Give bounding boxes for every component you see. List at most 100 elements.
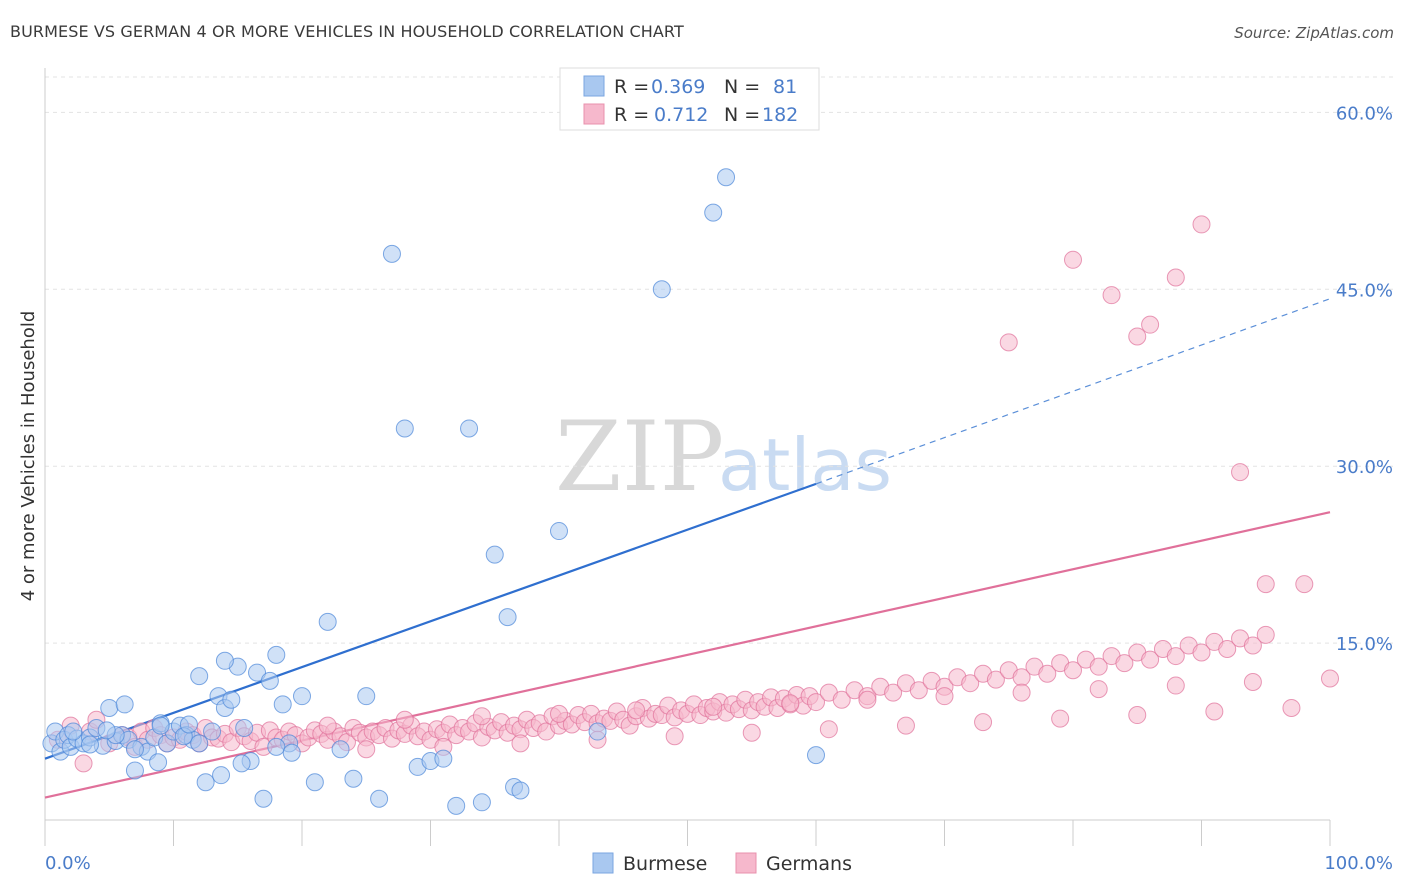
burmese-point-35: [254, 789, 273, 808]
germans-point-128: [986, 670, 1005, 689]
burmese-point-65: [125, 740, 144, 759]
germans-point-163: [819, 720, 838, 739]
burmese-point-25: [190, 667, 209, 686]
data-points: [42, 168, 1339, 815]
burmese-trend-line: [44, 482, 817, 760]
germans-point-149: [1256, 625, 1275, 644]
watermark-atlas: atlas: [718, 423, 892, 507]
y-tick-label-2: 45.0%: [1336, 280, 1393, 301]
germans-point-186: [1295, 575, 1314, 594]
burmese-point-55: [485, 545, 504, 564]
burmese-point-66: [215, 651, 234, 670]
legend-r-value-2: 0.712: [654, 104, 708, 126]
germans-point-181: [1166, 268, 1185, 287]
burmese-point-62: [704, 203, 723, 222]
burmese-point-59: [550, 522, 568, 541]
bottom-legend-label-germans: Germans: [766, 853, 852, 875]
legend-n-value-2: 182: [762, 104, 798, 126]
burmese-point-64: [807, 746, 825, 765]
germans-point-170: [1089, 680, 1108, 699]
burmese-point-75: [64, 722, 83, 741]
y-tick-label-0: 15.0%: [1336, 634, 1393, 655]
burmese-point-26: [196, 773, 215, 792]
burmese-point-51: [434, 749, 453, 768]
burmese-point-44: [344, 769, 363, 788]
germans-point-185: [1256, 575, 1275, 594]
germans-point-155: [511, 734, 530, 753]
germans-point-173: [1205, 702, 1224, 721]
bottom-legend: Burmese Germans: [592, 852, 852, 875]
germans-point-178: [1064, 250, 1082, 269]
burmese-point-38: [273, 695, 292, 714]
germans-point-159: [665, 727, 684, 746]
germans-point-183: [1141, 315, 1160, 334]
germans-point-140: [1141, 650, 1160, 669]
germans-point-176: [1321, 669, 1339, 688]
burmese-point-45: [357, 687, 376, 706]
burmese-point-54: [472, 793, 491, 812]
burmese-trend-extension: [815, 298, 1331, 485]
burmese-point-53: [460, 419, 479, 438]
legend-n-label-2: N =: [724, 104, 760, 126]
germans-point-150: [318, 716, 337, 735]
burmese-point-73: [115, 695, 134, 714]
burmese-point-48: [395, 419, 414, 438]
burmese-point-52: [447, 796, 466, 815]
burmese-point-36: [260, 671, 279, 690]
burmese-point-78: [212, 766, 231, 785]
source-label: Source: ZipAtlas.com: [1234, 24, 1394, 42]
burmese-point-76: [149, 753, 168, 772]
germans-point-160: [704, 697, 723, 716]
x-tick-label-1: 100.0%: [1324, 853, 1393, 874]
burmese-point-34: [248, 663, 267, 682]
burmese-point-15: [125, 761, 144, 780]
y-tick-label-3: 60.0%: [1336, 103, 1393, 124]
burmese-point-43: [331, 740, 350, 759]
burmese-point-60: [588, 722, 607, 741]
legend-swatch-burmese: [583, 75, 605, 97]
burmese-point-41: [305, 773, 324, 792]
germans-point-154: [472, 707, 491, 726]
germans-point-162: [781, 694, 800, 713]
legend-n-value-1: 81: [773, 76, 797, 98]
burmese-point-79: [282, 743, 301, 762]
burmese-point-77: [179, 715, 198, 734]
legend-n-label-1: N =: [724, 76, 760, 98]
burmese-point-27: [203, 722, 222, 741]
burmese-point-61: [652, 280, 671, 299]
axes: [44, 68, 1331, 846]
germans-point-164: [858, 690, 877, 709]
legend-r-label-2: R =: [614, 104, 649, 126]
burmese-point-71: [80, 735, 99, 754]
burmese-point-40: [293, 687, 311, 706]
y-axis-label: 4 or more Vehicles in Household: [18, 311, 39, 602]
chart-title: BURMESE VS GERMAN 4 OR MORE VEHICLES IN …: [10, 22, 684, 41]
burmese-point-47: [382, 244, 401, 263]
germans-point-148: [1243, 636, 1262, 655]
bottom-legend-swatch-burmese: [592, 852, 614, 874]
watermark: ZIP atlas: [555, 401, 892, 513]
germans-point-132: [1038, 664, 1057, 683]
germans-point-166: [935, 687, 954, 706]
burmese-point-68: [190, 734, 209, 753]
burmese-point-56: [498, 608, 517, 627]
germans-point-134: [1064, 661, 1082, 680]
burmese-point-42: [318, 612, 337, 631]
germans-point-184: [1231, 463, 1250, 482]
bottom-legend-label-burmese: Burmese: [623, 853, 707, 875]
germans-point-122: [909, 681, 928, 700]
germans-point-169: [1051, 709, 1070, 728]
burmese-point-63: [717, 168, 736, 187]
germans-point-142: [1166, 647, 1185, 666]
grid: [45, 76, 1395, 644]
burmese-point-58: [511, 781, 530, 800]
legend: R = 0.369 N = 81 R = 0.712 N = 182: [559, 67, 820, 131]
germans-point-174: [1243, 673, 1262, 692]
germans-point-179: [1102, 286, 1121, 305]
germans-point-182: [1192, 215, 1211, 234]
burmese-point-67: [151, 716, 170, 735]
germans-point-158: [627, 701, 646, 720]
burmese-point-11: [100, 698, 119, 717]
germans-point-151: [357, 740, 376, 759]
burmese-point-37: [267, 645, 286, 664]
